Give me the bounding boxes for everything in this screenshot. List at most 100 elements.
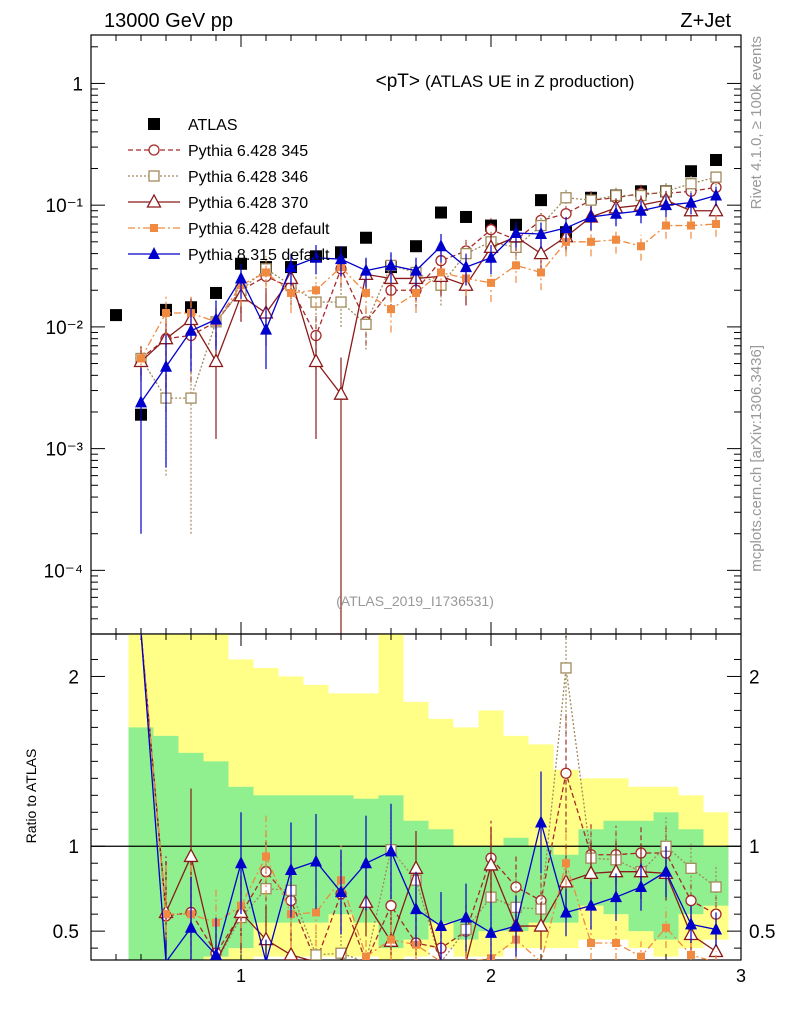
data-point: [208, 353, 224, 368]
series-line: [140, 223, 717, 359]
ratio-tick-label: 0.5: [53, 922, 79, 943]
series-main: [110, 153, 724, 634]
data-point: [210, 312, 222, 325]
x-tick-label: 2: [486, 966, 496, 986]
data-point: [260, 322, 272, 335]
data-point: [360, 318, 372, 330]
ratio-point: [560, 662, 572, 674]
legend-item: ATLAS: [148, 117, 238, 134]
data-point: [710, 153, 722, 166]
header-energy-label: 13000 GeV pp: [104, 10, 233, 32]
data-point: [308, 353, 324, 368]
data-point: [162, 309, 170, 318]
data-point: [285, 260, 297, 273]
ratio-line: [140, 634, 712, 960]
legend-label: Pythia 8.315 default: [188, 247, 330, 264]
data-point: [435, 239, 447, 252]
ratio-point: [283, 946, 299, 960]
data-point: [585, 194, 597, 206]
data-point: [335, 296, 347, 308]
data-point: [712, 220, 720, 229]
data-point: [310, 250, 322, 263]
ratio-point: [183, 848, 199, 863]
ratio-point: [310, 854, 322, 867]
data-point: [487, 278, 495, 287]
series-line: [140, 186, 717, 360]
ratio-point: [235, 856, 247, 869]
data-point: [685, 178, 697, 190]
data-point: [185, 392, 197, 404]
ratio-point: [662, 923, 670, 932]
ratio-point: [635, 879, 647, 892]
main-panel: 10⁻⁴ 10⁻³ 10⁻² 10⁻¹ 1: [44, 34, 742, 635]
data-point: [387, 305, 395, 314]
series-pythia-6-428-345: [135, 179, 722, 412]
ratio-tick-label: 1: [68, 837, 79, 858]
ratio-point: [335, 885, 347, 898]
series-pythia-8-315-default: [135, 186, 722, 534]
ratio-point: [710, 881, 722, 893]
ratio-point: [335, 947, 347, 959]
legend-marker: [148, 170, 160, 182]
legend-label: ATLAS: [188, 117, 238, 134]
legend-marker: [148, 247, 160, 259]
ratio-point: [312, 908, 320, 917]
legend-marker: [148, 144, 160, 156]
ratio-axis-label: Ratio to ATLAS: [23, 749, 39, 844]
legend-label: Pythia 6.428 345: [188, 143, 308, 160]
data-point: [235, 271, 247, 284]
data-point: [610, 206, 622, 219]
ratio-point: [637, 952, 645, 960]
stat-uncertainty-band: [128, 727, 154, 960]
mcplots-credit-label: mcplots.cern.ch [arXiv:1306.3436]: [748, 345, 765, 572]
series-pythia-6-428-default: [137, 213, 720, 376]
data-point: [385, 258, 397, 271]
legend-item: Pythia 6.428 346: [128, 169, 308, 186]
data-point: [710, 171, 722, 183]
legend-marker: [150, 224, 158, 232]
ratio-point: [435, 919, 447, 932]
chart-title-sub: (ATLAS UE in Z production): [425, 72, 634, 91]
ratio-point: [285, 863, 297, 876]
data-point: [135, 395, 147, 408]
data-point: [560, 220, 572, 233]
data-point: [660, 198, 672, 211]
ratio-point: [583, 865, 599, 880]
data-point: [335, 252, 347, 265]
ratio-point: [210, 947, 222, 960]
ratio-point: [687, 950, 695, 959]
ratio-tick-label-right: 0.5: [749, 922, 775, 943]
x-tick-label: 1: [236, 966, 246, 986]
legend-label: Pythia 6.428 default: [188, 221, 330, 238]
ratio-point: [535, 815, 547, 828]
legend-marker: [146, 193, 162, 208]
ratio-point: [660, 864, 672, 877]
uncertainty-bands: [128, 634, 729, 960]
data-point: [710, 188, 722, 201]
ratio-point: [562, 859, 570, 868]
ratio-point: [587, 939, 595, 948]
ratio-point: [533, 917, 549, 932]
data-point: [585, 209, 597, 222]
ratio-point: [560, 767, 572, 779]
ratio-point: [610, 890, 622, 903]
ratio-point: [685, 862, 697, 874]
data-point: [312, 286, 320, 295]
data-point: [160, 359, 172, 372]
data-point: [435, 206, 447, 219]
data-point: [137, 354, 145, 363]
ratio-panel: 1 2 3 0.5 0.5 1 1 2 2: [53, 633, 775, 986]
header-process-label: Z+Jet: [680, 10, 731, 32]
data-point: [360, 263, 372, 276]
ratio-point: [360, 856, 372, 869]
legend-item: Pythia 6.428 default: [128, 221, 330, 238]
ratio-pythia-8-315-default: [140, 634, 722, 960]
ratio-line: [140, 634, 717, 960]
ratio-point: [612, 939, 620, 948]
series-line: [140, 194, 717, 403]
data-point: [412, 288, 420, 297]
data-point: [560, 192, 572, 204]
ratio-point: [685, 917, 697, 930]
legend-label: Pythia 6.428 370: [188, 195, 308, 212]
